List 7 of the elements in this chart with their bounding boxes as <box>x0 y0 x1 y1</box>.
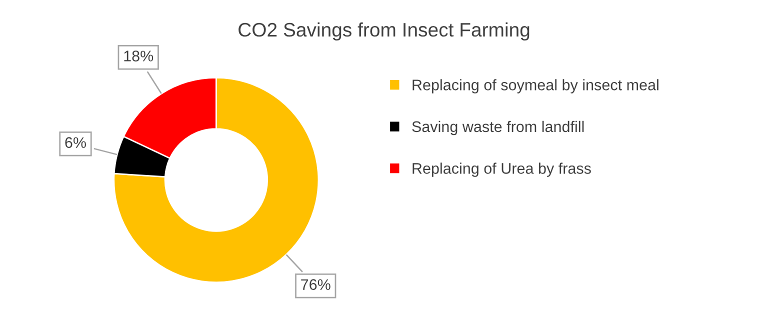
data-label: 76% <box>301 279 330 290</box>
legend-label: Saving waste from landfill <box>412 120 584 136</box>
legend-label: Replacing of Urea by frass <box>412 162 591 177</box>
chart-title: CO2 Savings from Insect Farming <box>238 22 530 41</box>
legend-label: Replacing of soymeal by insect meal <box>412 79 658 94</box>
data-label: 18% <box>124 50 154 62</box>
data-label: 6% <box>65 137 86 148</box>
